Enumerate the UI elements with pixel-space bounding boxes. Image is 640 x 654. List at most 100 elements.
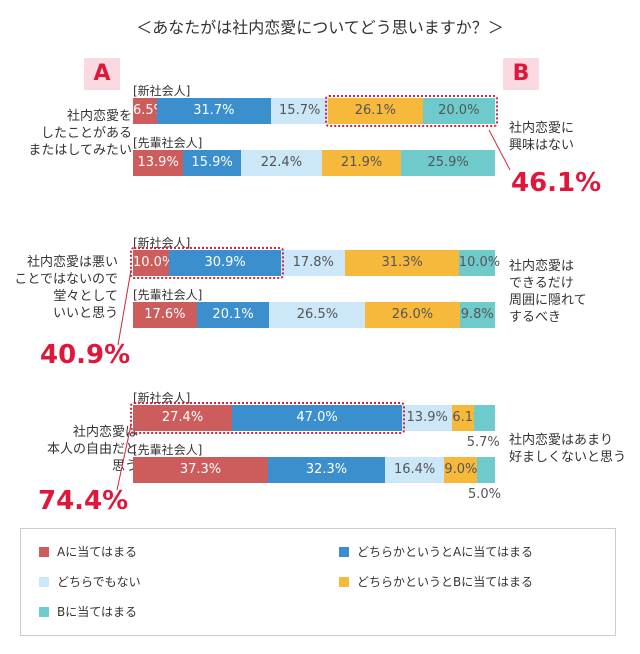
highlight-box [130, 402, 406, 434]
question-b-line: 社内恋愛は [509, 259, 575, 274]
bar-value-label: 26.0% [391, 307, 434, 322]
group-label: [新社会人] [133, 84, 191, 98]
bar-segment: 31.7% [156, 98, 272, 124]
group-label: [先輩社会人] [133, 443, 203, 457]
highlight-total-2: 40.9% [40, 340, 131, 370]
bar-value-label: 26.5% [296, 307, 339, 322]
bar-value-label: 22.4% [260, 155, 303, 170]
bar-value-label: 31.3% [381, 255, 423, 270]
bar-segment: 25.9% [401, 150, 495, 176]
bar-value-label: 20.1% [212, 307, 254, 322]
legend-label-lean-a: どちらかというとAに当てはまる [357, 545, 533, 559]
bar-value-label: 17.6% [144, 307, 186, 322]
bar-segment: 15.9% [183, 150, 241, 176]
bar-value-label: 20.0% [438, 103, 480, 118]
legend-label-b: Bに当てはまる [57, 605, 137, 619]
question-a-text-2: 社内恋愛は悪い ことではないので 堂々として いいと思う [6, 254, 118, 322]
legend-swatch-neutral [39, 577, 49, 587]
bar-segment: 27.4% [133, 405, 233, 431]
bar-value-label: 26.1% [354, 103, 396, 118]
bar-segment [474, 405, 495, 431]
legend-swatch-b [39, 607, 49, 617]
legend-label-a: Aに当てはまる [57, 545, 137, 559]
question-a-line: またはしてみたい [28, 143, 132, 158]
bar-value-label: 13.9% [137, 155, 179, 170]
leader-line-q3 [116, 424, 132, 491]
highlight-box [325, 95, 498, 127]
badge-b: B [503, 58, 539, 90]
question-b-text-1: 社内恋愛に興味はない [509, 120, 574, 154]
bar-segment: 32.3% [268, 457, 385, 483]
highlight-total-1: 46.1% [511, 168, 602, 198]
question-a-line: ことではないので [14, 272, 118, 287]
bar-segment: 26.1% [328, 98, 423, 124]
bar-segment: 15.7% [271, 98, 329, 124]
question-b-text-2: 社内恋愛は できるだけ 周囲に隠れて するべき [509, 258, 587, 326]
question-b-line: 周囲に隠れて [509, 293, 587, 308]
bar-segment: 13.9% [133, 150, 184, 176]
bar-segment: 17.8% [281, 250, 346, 276]
bar-value-label: 15.9% [191, 155, 233, 170]
bar-segment: 10.0% [458, 250, 500, 276]
legend-swatch-a [39, 547, 49, 557]
question-a-line: したことがある [40, 126, 132, 141]
question-a-line: 堂々として [53, 289, 118, 304]
question-a-line: 本人の自由だと [46, 442, 138, 457]
bar-segment: 20.1% [196, 302, 270, 328]
bar-value-label: 30.9% [204, 255, 246, 270]
bar-value-label: 47.0% [296, 410, 338, 425]
question-b-text-3: 社内恋愛はあまり 好ましくないと思う [509, 432, 626, 466]
question-a-line: 思う [111, 459, 138, 474]
bar-segment: 20.0% [422, 98, 495, 124]
legend-swatch-lean-b [339, 577, 349, 587]
bar-segment: 10.0% [133, 250, 174, 276]
bar-value-label: 32.3% [305, 462, 348, 477]
legend-label-neutral: どちらでもない [57, 575, 141, 589]
group-label: [先輩社会人] [133, 136, 203, 150]
legend-swatch-lean-a [339, 547, 349, 557]
question-b-line: 興味はない [509, 138, 575, 153]
bar-value-label: 16.4% [393, 462, 436, 477]
group-label: [先輩社会人] [133, 288, 203, 302]
badge-a: A [84, 58, 120, 90]
bar-segment: 13.9% [402, 405, 453, 431]
highlight-box [130, 247, 285, 279]
leader-line-q2 [117, 269, 132, 346]
question-a-text-3: 社内恋愛は本人の自由だと思う [26, 424, 138, 475]
bar-segment: 9.0% [444, 457, 477, 483]
bar-value-label: 21.9% [340, 155, 383, 170]
bar-segment: 22.4% [240, 150, 322, 176]
bar-segment: 26.0% [365, 302, 460, 328]
bar-value-label: 9.8% [460, 307, 494, 322]
bar-value-label: 25.9% [427, 155, 469, 170]
legend-label-lean-b: どちらかというとBに当てはまる [357, 575, 533, 589]
bar-value-label: 10.0% [133, 255, 175, 270]
bar-value-label: 5.7% [466, 435, 500, 450]
question-b-line: 社内恋愛に [509, 121, 575, 136]
question-b-line: 好ましくないと思う [509, 450, 627, 465]
bar-segment: 17.6% [133, 302, 197, 328]
question-b-line: できるだけ [509, 276, 574, 291]
question-a-line: 社内恋愛は [72, 425, 138, 440]
bar-value-label: 17.8% [292, 255, 334, 270]
bar-value-label: 5.0% [467, 487, 501, 502]
bar-segment [476, 457, 495, 483]
bar-value-label: 9.0% [444, 462, 478, 477]
bar-value-label: 31.7% [193, 103, 235, 118]
leader-line-q1 [488, 129, 511, 171]
bar-segment: 30.9% [169, 250, 282, 276]
bar-value-label: 27.4% [161, 410, 204, 425]
highlight-total-3: 74.4% [38, 486, 129, 516]
bar-segment: 21.9% [321, 150, 402, 176]
legend: Aに当てはまる どちらかというとAに当てはまる どちらでもない どちらかというと… [20, 528, 616, 636]
question-a-text-1: 社内恋愛を したことがある またはしてみたい [20, 108, 132, 159]
bar-segment: 26.5% [269, 302, 366, 328]
bar-segment: 37.3% [133, 457, 269, 483]
group-label: [新社会人] [133, 236, 191, 250]
bar-segment: 9.8% [459, 302, 495, 328]
bar-segment: 31.3% [345, 250, 459, 276]
group-label: [新社会人] [133, 391, 191, 405]
bar-value-label: 13.9% [406, 410, 448, 425]
question-a-line: 社内恋愛は悪い [26, 255, 118, 270]
